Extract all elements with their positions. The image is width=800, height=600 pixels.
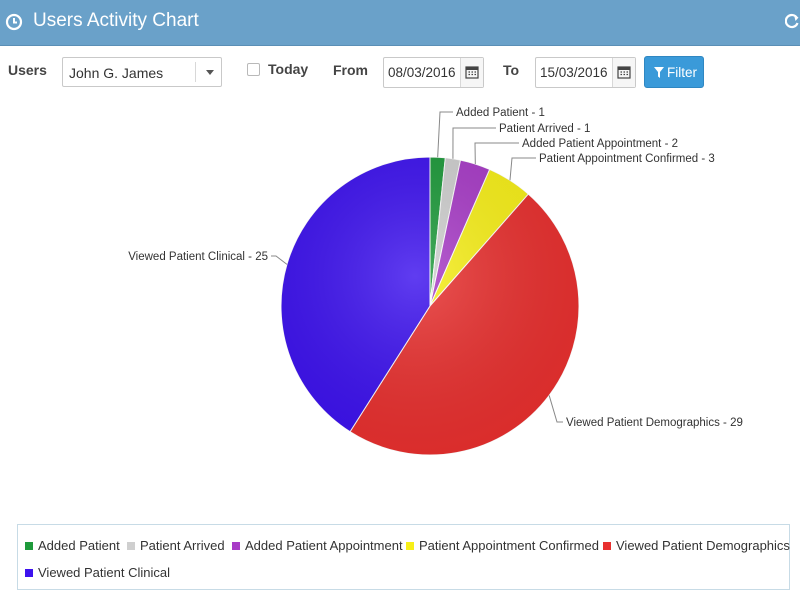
label-connector [271,255,288,265]
data-label: Viewed Patient Demographics - 29 [566,417,743,429]
legend-label: Added Patient Appointment [245,538,403,553]
label-connector [474,142,519,165]
legend-swatch [603,542,611,550]
calendar-icon [617,66,631,79]
data-label: Added Patient Appointment - 2 [522,138,678,150]
to-label: To [503,62,520,78]
legend-label: Patient Appointment Confirmed [419,538,599,553]
data-label: Viewed Patient Clinical - 25 [128,251,268,263]
data-label: Added Patient - 1 [456,107,545,119]
chevron-down-icon[interactable] [204,66,216,78]
today-checkbox[interactable] [247,63,260,76]
clock-icon [5,13,23,31]
chart-legend: Added Patient Patient Arrived Added Patien… [17,524,790,590]
legend-swatch [232,542,240,550]
legend-label: Added Patient [38,538,120,553]
legend-swatch [406,542,414,550]
from-calendar-button[interactable] [460,58,483,87]
to-date-field[interactable]: 15/03/2016 [535,57,636,88]
from-date-field[interactable]: 08/03/2016 [383,57,484,88]
panel-header: Users Activity Chart [0,0,800,46]
page-title: Users Activity Chart [33,10,199,31]
label-connector [437,111,453,158]
filter-button-label: Filter [667,65,697,80]
from-date-value: 08/03/2016 [388,65,456,80]
refresh-icon[interactable] [785,12,800,30]
label-connector [452,127,496,159]
funnel-icon [654,67,664,78]
legend-label: Viewed Patient Demographics [616,538,790,553]
legend-swatch [25,569,33,577]
to-date-value: 15/03/2016 [540,65,608,80]
filter-button[interactable]: Filter [644,56,704,88]
legend-label: Patient Arrived [140,538,225,553]
select-divider [195,62,196,82]
label-connector [548,395,563,423]
legend-swatch [25,542,33,550]
legend-swatch [127,542,135,550]
user-select-value: John G. James [69,65,164,81]
legend-label: Viewed Patient Clinical [38,565,170,580]
to-calendar-button[interactable] [612,58,635,87]
user-select[interactable]: John G. James [62,57,222,87]
calendar-icon [465,66,479,79]
label-connector [509,157,536,181]
today-label: Today [268,61,309,77]
users-label: Users [8,62,47,78]
data-label: Patient Appointment Confirmed - 3 [539,153,715,165]
pie-chart: Added Patient - 1 Patient Arrived - 1 Adde… [128,107,743,456]
data-label: Patient Arrived - 1 [499,123,590,135]
from-label: From [333,62,368,78]
